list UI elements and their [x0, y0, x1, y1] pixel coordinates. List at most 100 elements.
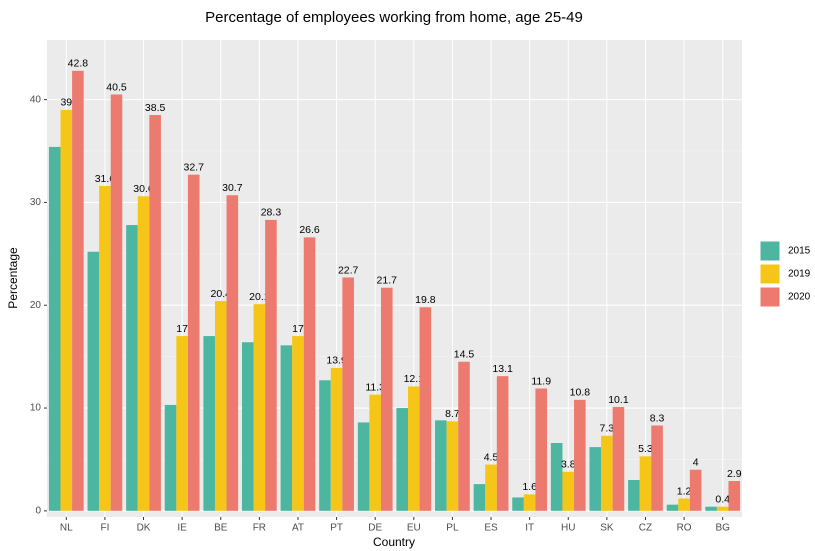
- x-tick-label: NL: [60, 523, 73, 534]
- data-label: 39: [60, 97, 72, 109]
- bar: [562, 471, 575, 511]
- bar: [126, 225, 138, 511]
- bar: [226, 195, 239, 511]
- bar: [280, 345, 293, 511]
- bar: [87, 251, 100, 511]
- data-label: 17: [292, 323, 304, 335]
- y-tick-label: 20: [30, 300, 42, 311]
- data-label: 13.9: [326, 355, 347, 367]
- bar: [666, 504, 679, 511]
- data-label: 31.6: [95, 173, 116, 185]
- bar: [678, 498, 690, 511]
- bar: [535, 388, 548, 511]
- data-label: 5.3: [638, 443, 653, 455]
- data-label: 28.3: [261, 207, 282, 219]
- y-tick-label: 0: [35, 505, 41, 516]
- data-label: 40.5: [106, 81, 127, 93]
- data-label: 2.9: [727, 468, 742, 480]
- x-tick-label: BE: [214, 523, 228, 534]
- bar: [512, 497, 524, 511]
- bar: [369, 394, 381, 511]
- bar: [357, 422, 370, 511]
- bar: [550, 442, 563, 511]
- legend-key: [759, 240, 781, 262]
- data-label: 14.5: [454, 349, 475, 361]
- data-label: 38.5: [145, 102, 166, 114]
- x-tick-label: HU: [561, 523, 575, 534]
- legend-key: [759, 286, 781, 308]
- x-axis-title: Country: [373, 535, 415, 549]
- y-tick-label: 40: [30, 94, 42, 105]
- x-tick-label: IT: [525, 523, 534, 534]
- data-label: 4.5: [484, 451, 499, 463]
- bar: [419, 307, 432, 511]
- bar: [48, 146, 61, 511]
- data-label: 21.7: [377, 275, 398, 287]
- data-label: 1.6: [522, 481, 537, 493]
- bar: [214, 301, 227, 511]
- data-label: 19.8: [415, 294, 436, 306]
- data-label: 22.7: [338, 264, 359, 276]
- bar: [110, 94, 123, 511]
- bar: [689, 469, 702, 511]
- bar: [601, 435, 613, 511]
- x-tick-label: PL: [446, 523, 459, 534]
- data-label: 12.1: [404, 373, 425, 385]
- bar: [99, 185, 111, 511]
- data-label: 20.1: [249, 291, 270, 303]
- data-label: 3.8: [561, 459, 576, 471]
- data-label: 42.8: [68, 58, 89, 70]
- legend-label: 2020: [788, 292, 811, 303]
- bar: [241, 342, 254, 511]
- legend-label: 2019: [788, 269, 811, 280]
- x-tick-label: DE: [368, 523, 382, 534]
- bar: [628, 479, 640, 511]
- data-label: 32.7: [184, 161, 205, 173]
- data-label: 30.7: [222, 182, 243, 194]
- data-label: 17: [176, 323, 188, 335]
- data-label: 11.9: [531, 375, 551, 387]
- data-label: 10.1: [608, 394, 629, 406]
- x-tick-label: IE: [177, 523, 187, 534]
- bar: [253, 304, 266, 511]
- legend-label: 2015: [788, 246, 811, 257]
- data-label: 8.3: [650, 412, 665, 424]
- bar: [612, 407, 625, 511]
- data-label: 4: [693, 456, 699, 468]
- y-tick-label: 30: [30, 197, 42, 208]
- y-axis-title: Percentage: [6, 247, 20, 309]
- x-tick-label: CZ: [639, 523, 652, 534]
- bar: [203, 336, 215, 511]
- bar: [589, 447, 602, 511]
- bar: [265, 219, 277, 511]
- bar: [164, 404, 177, 511]
- bar: [523, 494, 536, 511]
- y-tick-label: 10: [30, 403, 42, 414]
- bar: [319, 380, 331, 511]
- bar: [705, 506, 717, 511]
- bar: [176, 336, 188, 511]
- bar: [485, 464, 497, 511]
- data-label: 11.3: [365, 381, 385, 393]
- data-label: 26.6: [299, 224, 320, 236]
- x-tick-label: DK: [137, 523, 151, 534]
- bar: [330, 367, 343, 511]
- bar: [342, 277, 354, 511]
- x-tick-label: EU: [407, 523, 421, 534]
- bar: [473, 484, 486, 511]
- bar: [446, 421, 459, 511]
- bar: [396, 408, 409, 511]
- data-label: 8.7: [445, 408, 460, 420]
- chart-title: Percentage of employees working from hom…: [205, 9, 583, 26]
- data-label: 0.4: [715, 494, 730, 506]
- bar: [303, 237, 316, 511]
- bar: [458, 361, 470, 511]
- x-tick-label: BG: [715, 523, 730, 534]
- bar: [187, 174, 200, 511]
- data-label: 1.2: [677, 485, 692, 497]
- bar: [574, 399, 586, 511]
- legend-key: [759, 263, 781, 285]
- bar: [496, 376, 509, 511]
- data-label: 7.3: [600, 423, 615, 435]
